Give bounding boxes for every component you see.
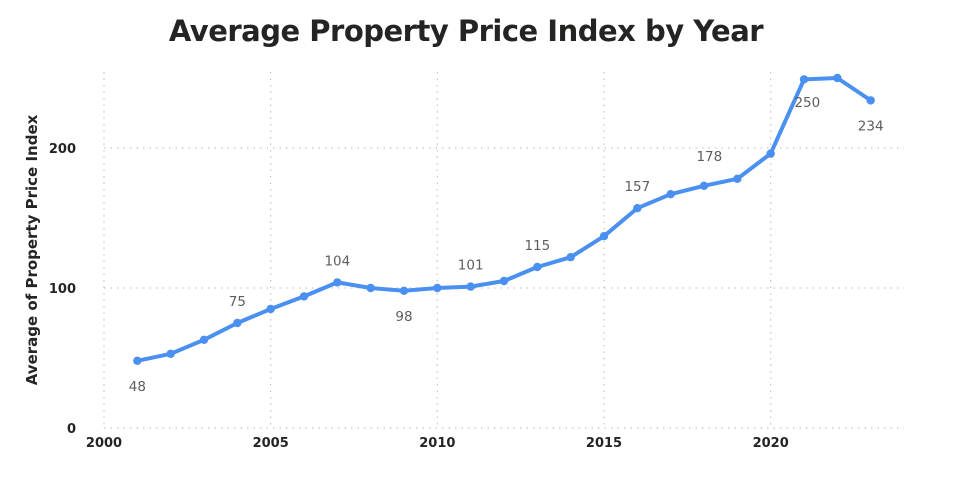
data-label: 98 [395,309,412,325]
x-tick-label: 2010 [419,436,455,451]
y-tick-label: 100 [49,282,76,297]
gridlines [103,72,904,429]
y-axis-title: Average of Property Price Index [23,114,41,385]
data-point[interactable] [766,149,775,158]
data-label: 250 [794,95,820,111]
data-point[interactable] [866,96,875,105]
data-point[interactable] [633,204,642,213]
data-point[interactable] [433,283,442,293]
data-label: 48 [129,379,146,395]
data-label: 115 [524,238,550,254]
y-tick-label: 0 [67,422,76,437]
data-point[interactable] [166,349,175,358]
data-point[interactable] [466,282,475,291]
data-label: 234 [858,118,884,134]
data-point[interactable] [333,278,342,287]
x-tick-label: 2020 [753,436,789,451]
x-tick-label: 2015 [586,436,622,451]
data-label: 104 [324,253,350,269]
data-label: 75 [229,294,246,310]
data-point[interactable] [799,75,809,84]
data-point[interactable] [399,286,409,295]
data-label: 157 [624,179,650,195]
data-label: 101 [458,258,484,274]
data-point[interactable] [233,318,242,328]
x-tick-label: 2005 [253,436,289,451]
y-tick-label: 200 [49,142,76,157]
series-line-layer [133,73,875,365]
data-point[interactable] [833,73,842,83]
data-point[interactable] [733,174,742,183]
data-point[interactable] [699,181,709,190]
data-point[interactable] [266,304,275,314]
x-tick-label: 2000 [86,436,122,451]
data-point[interactable] [599,232,609,241]
data-point[interactable] [199,335,209,344]
data-point[interactable] [499,276,509,286]
data-point[interactable] [566,253,575,262]
data-point[interactable] [666,190,675,199]
data-point[interactable] [533,262,542,272]
data-label: 178 [696,149,722,165]
series-line [135,76,873,363]
data-point[interactable] [299,292,309,301]
data-labels: 48 75 104 98 101 115 157 178 250 234 [129,95,884,395]
data-point[interactable] [366,283,375,293]
chart-title: Average Property Price Index by Year [168,14,764,48]
axis-labels: 2000 2005 2010 2015 2020 0 100 200 [49,142,789,451]
data-point[interactable] [133,356,142,365]
